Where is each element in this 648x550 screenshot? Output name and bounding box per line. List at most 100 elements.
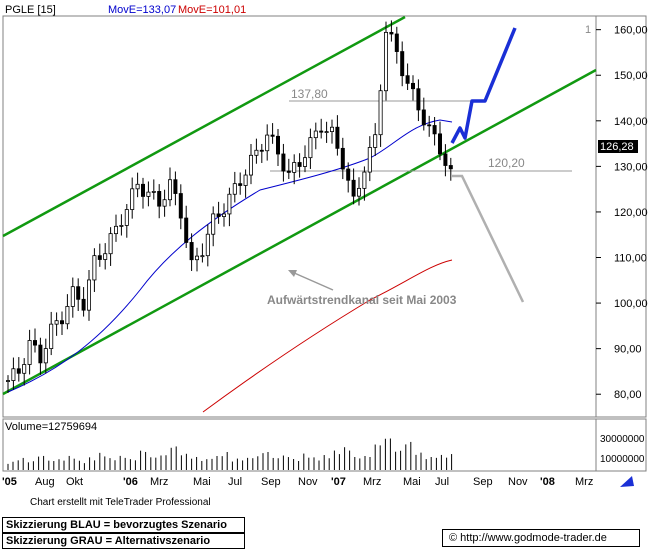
volume-axis-panel [595,418,647,472]
candle-body [324,131,329,133]
moving-average-1-label: MovE=133,07 [108,4,176,16]
moving-average-blue [7,119,453,393]
credit-text: Chart erstellt mit TeleTrader Profession… [30,497,211,508]
candle-body [308,137,313,159]
candle-body [27,340,32,365]
y-tick-label: 100,00 [614,298,648,310]
candle-body [356,187,361,197]
x-tick-label: Mai [403,476,421,488]
y-tick-label: 160,00 [614,25,648,37]
candle-body [119,225,124,227]
candle-body [427,124,432,127]
x-tick-label: '07 [331,476,346,488]
candle-body [162,199,167,207]
x-tick-label: Sep [473,476,493,488]
candle-body [248,154,253,176]
level-high-label: 137,80 [291,87,328,101]
price-axis-panel [595,15,647,418]
candle-body [227,193,232,215]
volume-panel [2,418,597,472]
candle-body [443,153,448,166]
candle-body [335,126,340,149]
candle-body [394,33,399,52]
candle-body [87,279,92,311]
candle-body [281,153,286,172]
candle-body [319,130,324,133]
candle-body [146,191,151,197]
candle-body [189,242,194,261]
moving-average-2-label: MovE=101,01 [178,4,246,16]
candle-body [200,255,205,258]
candle-body [448,165,453,170]
y-tick-label: 120,00 [614,207,648,219]
candle-body [205,233,210,257]
candle-body [81,298,86,311]
x-tick-label: '06 [123,476,138,488]
x-tick-label: Nov [508,476,528,488]
y-tick-label: 130,00 [614,161,648,173]
candle-body [238,183,243,186]
candle-body [194,255,199,261]
scroll-arrow-icon[interactable] [620,476,634,487]
candle-body [184,217,189,243]
level-low-label: 120,20 [488,156,525,170]
candle-body [362,171,367,189]
candle-body [173,179,178,194]
candle-body [232,183,237,195]
candle-body [124,209,129,226]
scenario-grey [452,174,525,303]
candle-body [410,82,415,90]
candle-body [297,162,302,167]
annotation-arrowhead [288,270,297,277]
candle-body [367,147,372,173]
candle-body [108,233,113,255]
candle-body [259,149,264,152]
candle-body [6,380,11,382]
candle-body [97,255,102,260]
candle-body [265,134,270,152]
candle-body [270,134,275,137]
x-tick-label: Jul [228,476,242,488]
y-tick-label: 80,00 [614,389,642,401]
candle-body [33,340,38,346]
candle-body [389,31,394,35]
candle-body [167,179,172,201]
candle-body [400,51,405,77]
candlestick-series [6,20,453,393]
candle-body [254,149,259,156]
x-tick-label: Okt [66,476,83,488]
candle-body [70,286,75,307]
candle-body [38,344,43,364]
last-price-badge [598,140,638,153]
x-tick-label: '08 [540,476,555,488]
candle-body [103,253,108,260]
scenario-blue [450,27,517,144]
candle-body [302,157,307,167]
candle-body [60,320,65,325]
x-tick-label: Mrz [363,476,381,488]
candle-body [416,88,421,111]
x-tick-label: Mrz [150,476,168,488]
candle-body [140,183,145,197]
corner-digit: 1 [585,24,591,36]
source-link[interactable]: © http://www.godmode-trader.de [442,529,640,547]
candle-body [340,147,345,170]
candle-body [378,90,383,136]
candle-body [11,368,16,381]
symbol-label: PGLE [15] [5,4,56,16]
candle-body [43,348,48,364]
candle-body [292,162,297,173]
candle-body [22,364,27,374]
legend-blue: Skizzierung BLAU = bevorzugtes Szenario [2,517,245,533]
last-price-label: 126,28 [600,141,634,153]
x-tick-label: Sep [261,476,281,488]
candle-body [135,183,140,190]
candle-body [405,75,410,84]
moving-average-red [202,259,453,413]
candle-body [243,174,248,186]
candle-body [437,133,442,155]
candle-body [221,213,226,217]
candle-body [114,225,119,235]
price-panel [2,15,597,418]
candle-body [157,191,162,207]
